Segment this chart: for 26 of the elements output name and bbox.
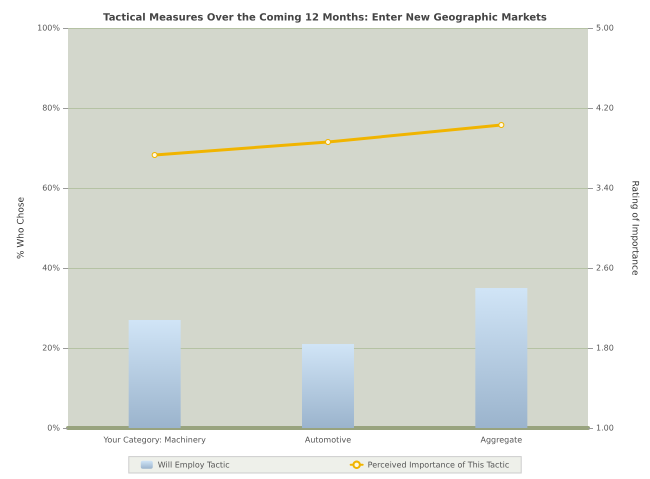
x-tick-label: Aggregate [480,436,522,444]
point [325,139,331,145]
y2-tick-label: 1.00 [596,424,614,432]
y2-tick-label: 5.00 [596,24,614,32]
y2-tick-label: 4.20 [596,104,614,112]
y-tick-label: 40% [42,264,60,272]
y-tick-label: 100% [37,24,60,32]
y-tick-label: 80% [42,104,60,112]
y-axis-title: % Who Chose [16,196,26,260]
bar [475,288,528,428]
y2-axis-title: Rating of Importance [630,180,640,276]
y-tick-label: 20% [42,344,60,352]
bar [128,320,181,428]
y-tick-label: 0% [47,424,60,432]
y2-tick-label: 2.60 [596,264,614,272]
x-tick-label: Automotive [304,436,352,444]
legend-label: Will Employ Tactic [158,460,230,470]
bar [302,344,354,428]
y2-tick-label: 3.40 [596,184,614,192]
x-tick-label: Your Category: Machinery [102,436,206,444]
y2-tick-label: 1.80 [596,344,614,352]
legend-label: Perceived Importance of This Tactic [368,460,510,470]
y-tick-label: 60% [42,184,60,192]
chart-title: Tactical Measures Over the Coming 12 Months: Enter New Geographic Markets [103,12,547,24]
point [498,122,504,128]
point [152,152,158,158]
